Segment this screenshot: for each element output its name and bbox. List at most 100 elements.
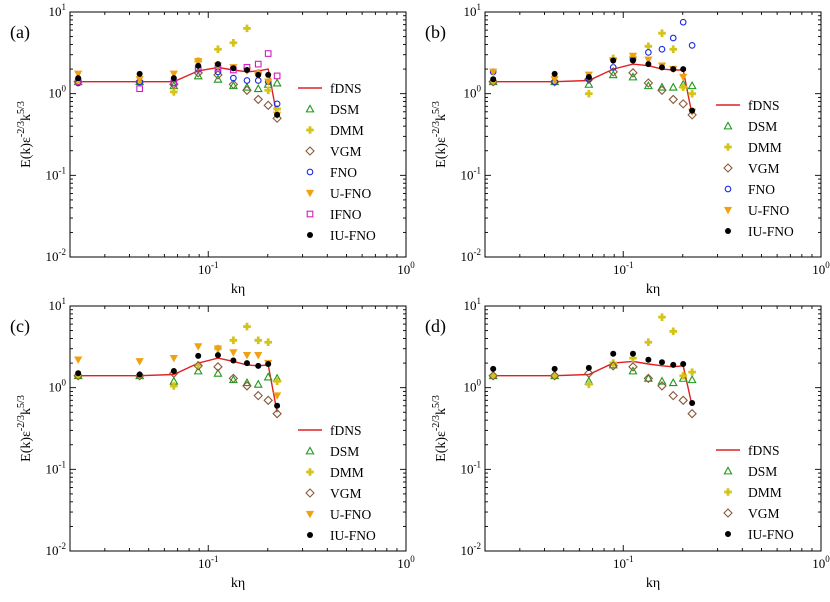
legend-swatch [306, 210, 314, 218]
data-point [253, 94, 264, 105]
data-point [629, 350, 636, 357]
y-tick-label: 100 [464, 84, 482, 101]
data-point [584, 79, 594, 88]
data-point [585, 89, 593, 98]
data-point [136, 371, 143, 378]
legend-item: DSM [305, 102, 359, 117]
legend-label: VGM [748, 506, 780, 521]
data-point [658, 29, 666, 38]
data-point [229, 349, 238, 357]
panel-label: (a) [10, 22, 30, 43]
data-point [658, 64, 665, 71]
data-point [658, 313, 666, 321]
data-point [669, 45, 678, 54]
data-point [670, 361, 677, 368]
data-point [610, 350, 617, 357]
data-point [629, 354, 637, 362]
y-tick-label: 10-1 [46, 459, 67, 476]
x-tick-label: 100 [397, 260, 415, 277]
legend-label: fDNS [748, 98, 780, 113]
data-point [584, 368, 594, 379]
data-point [678, 99, 688, 109]
y-axis-label: E(k)ε-2/3​k5/3​ [16, 395, 34, 462]
data-point [263, 372, 273, 381]
data-point [628, 52, 638, 61]
data-point [678, 373, 688, 382]
legend: fDNS DSM DMM VGM U-FNO IU-FNO [298, 423, 376, 543]
data-point [643, 78, 654, 88]
data-point [243, 24, 251, 33]
legend-item: IU-FNO [725, 224, 794, 239]
x-tick-label: 10-1 [613, 260, 634, 277]
legend-item: DMM [724, 485, 782, 500]
data-point [264, 86, 272, 95]
series-line [493, 360, 693, 406]
y-axis: 10-2 10-1 100 101 [461, 2, 821, 264]
data-point [490, 76, 497, 83]
legend-swatch [305, 146, 315, 156]
data-point [75, 370, 82, 377]
data-point [243, 77, 251, 84]
legend-swatch [306, 168, 314, 176]
data-point [679, 73, 688, 82]
legend-item: U-FNO [305, 186, 372, 201]
legend-swatch [306, 126, 314, 134]
legend-item: FNO [306, 165, 357, 180]
data-point [254, 60, 262, 68]
legend-item: DMM [724, 140, 782, 155]
y-tick-label: 101 [464, 2, 482, 19]
data-point [193, 361, 204, 371]
data-point [213, 345, 223, 353]
legend-label: U-FNO [748, 203, 790, 218]
data-point [272, 408, 282, 419]
data-point [255, 71, 262, 78]
data-point [644, 338, 653, 347]
data-point [687, 375, 697, 384]
data-point [657, 376, 667, 385]
series-line [78, 357, 278, 413]
data-point [263, 100, 273, 111]
data-point [644, 56, 653, 64]
series-vgm [488, 361, 697, 419]
legend-swatch [723, 508, 733, 518]
series-ifno [74, 50, 281, 93]
data-point [264, 78, 273, 86]
legend-label: IU-FNO [748, 224, 794, 239]
data-point [74, 356, 83, 364]
y-axis: 10-2 10-1 100 101 [461, 296, 821, 558]
data-point [489, 371, 497, 380]
legend-label: IU-FNO [330, 228, 376, 243]
legend: fDNS DSM DMM VGM FNO U-FNO IFNO IU-FNO [298, 81, 376, 243]
y-tick-label: 100 [49, 378, 67, 395]
data-point [680, 66, 687, 73]
series-iu-fno [75, 61, 281, 118]
x-axis-label: kη [231, 576, 245, 591]
legend: fDNS DSM DMM VGM IU-FNO [716, 443, 794, 542]
data-point [274, 111, 281, 118]
series-iu-fno [75, 352, 281, 409]
legend-swatch [725, 531, 731, 537]
legend-swatch [305, 488, 315, 498]
data-point [550, 371, 559, 380]
legend-label: DMM [748, 485, 782, 500]
data-point [194, 343, 203, 351]
data-point [272, 78, 282, 87]
data-point [272, 113, 282, 124]
data-point [688, 42, 696, 49]
data-point [243, 360, 250, 367]
legend-item: fDNS [716, 98, 780, 113]
data-point [678, 395, 688, 406]
legend-swatch [723, 466, 733, 475]
x-tick-label: 10-1 [613, 554, 634, 571]
series-vgm [488, 67, 697, 120]
legend-item: U-FNO [305, 507, 372, 522]
legend-item: VGM [723, 161, 780, 176]
data-point [658, 359, 665, 366]
data-point [242, 85, 252, 96]
series-vgm [73, 68, 282, 124]
legend-item: VGM [723, 506, 780, 521]
series-line [78, 66, 278, 118]
x-tick-label: 100 [397, 554, 415, 571]
y-tick-label: 101 [464, 296, 482, 313]
